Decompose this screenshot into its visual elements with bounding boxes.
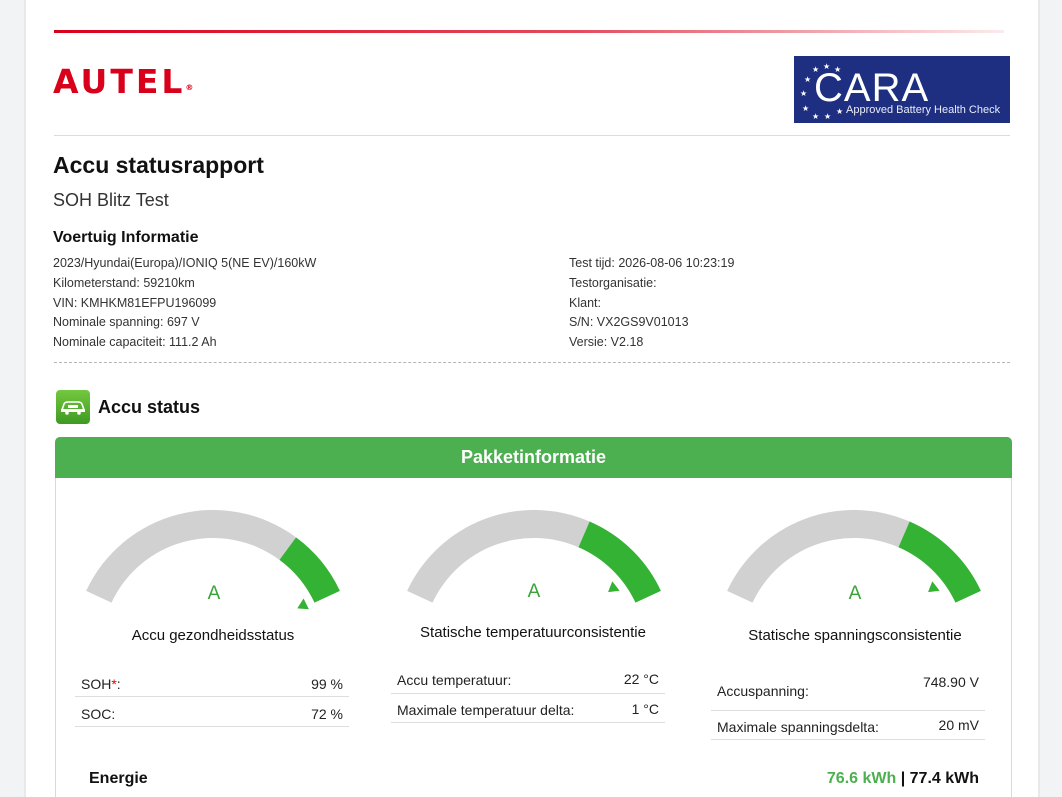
header-divider [54,135,1010,136]
autel-logo: AUTEL® [53,62,193,102]
soc-value: 72 % [311,706,343,722]
header-accent-line [54,30,1004,33]
voltage-table: Accuspanning: 748.90 V Maximale spanning… [711,670,985,740]
svg-text:★: ★ [804,75,811,84]
svg-text:★: ★ [823,62,830,71]
gauge-fill [578,521,661,603]
svg-text:★: ★ [802,104,809,113]
health-table: SOH*: 99 % SOC: 72 % [75,668,349,727]
svg-text:★: ★ [800,89,807,98]
soh-key: SOH [81,676,112,692]
vehicle-model: 2023/Hyundai(Europa)/IONIQ 5(NE EV)/160k… [53,256,317,270]
battery-voltage-label: Accuspanning: [717,683,809,699]
table-row: Maximale temperatuur delta: 1 °C [391,694,665,723]
gauge-pointer [608,581,620,593]
energy-total: 77.4 kWh [909,770,979,787]
temperature-table: Accu temperatuur: 22 °C Maximale tempera… [391,664,665,723]
vehicle-mileage: Kilometerstand: 59210km [53,275,195,290]
gauge-track [407,510,590,603]
temperature-gauge [407,510,661,603]
gauge-track [727,510,910,603]
registered-mark: ® [185,83,194,92]
soh-asterisk: * [111,676,117,692]
customer: Klant: [569,295,601,310]
table-row: SOC: 72 % [75,697,349,727]
gauge-pointer [297,598,309,610]
package-info-header: Pakketinformatie [55,437,1012,478]
svg-text:★: ★ [812,65,819,74]
voltage-gauge [727,510,981,603]
svg-text:★: ★ [824,112,831,121]
autel-logo-text: AUTEL [53,62,186,101]
energy-values: 76.6 kWh | 77.4 kWh [827,770,979,788]
health-grade: A [207,583,221,604]
voltage-gauge-label: Statische spanningsconsistentie [748,627,962,644]
temperature-grade: A [527,581,541,602]
temperature-gauge-label: Statische temperatuurconsistentie [420,624,646,641]
max-temperature-delta-label: Maximale temperatuur delta: [397,702,575,718]
max-voltage-delta-label: Maximale spanningsdelta: [717,719,879,735]
soh-value: 99 % [311,676,343,692]
energy-current: 76.6 kWh [826,770,897,787]
svg-text:★: ★ [812,112,819,121]
car-glyph-icon [60,401,86,415]
report-title: Accu statusrapport [53,152,264,178]
health-gauge-label: Accu gezondheidsstatus [131,627,295,644]
vehicle-info-right: Test tijd: 2026-08-06 10:23:19 Testorgan… [569,254,734,353]
table-row: Accuspanning: 748.90 V [711,670,985,711]
table-row: Accu temperatuur: 22 °C [391,664,665,694]
soh-label: SOH*: [81,676,121,692]
nominal-capacity: Nominale capaciteit: 111.2 Ah [53,335,217,350]
max-temperature-delta-value: 1 °C [631,701,659,717]
battery-voltage-value: 748.90 V [922,674,979,690]
battery-temperature-value: 22 °C [623,671,659,687]
soc-label: SOC: [81,706,116,722]
vehicle-vin: VIN: KMHKM81EFPU196099 [53,295,217,310]
max-voltage-delta-value: 20 mV [938,717,979,733]
table-row: SOH*: 99 % [75,668,349,697]
energy-separator: | [900,770,906,787]
nominal-voltage: Nominale spanning: 697 V [53,315,200,330]
vehicle-info-left: 2023/Hyundai(Europa)/IONIQ 5(NE EV)/160k… [53,254,316,353]
cara-badge: ★ ★ ★ ★ ★ ★ ★ ★ ★ CARA Approved Battery … [794,56,1010,123]
battery-temperature-label: Accu temperatuur: [397,672,512,688]
vehicle-info-heading: Voertuig Informatie [53,229,199,246]
gauge-fill [279,537,340,603]
gauge-fill [898,521,981,603]
test-organisation: Testorganisatie: [569,275,657,290]
software-version: Versie: V2.18 [569,335,644,350]
report-sheet: AUTEL® ★ ★ ★ ★ ★ ★ ★ ★ ★ CARA Approved B… [24,0,1040,797]
svg-text:★: ★ [836,107,843,116]
cara-tagline: Approved Battery Health Check [846,104,1001,116]
svg-text:★: ★ [834,65,841,74]
stars-icon: ★ ★ ★ ★ ★ ★ ★ ★ ★ [800,62,843,121]
report-subtitle: SOH Blitz Test [53,190,169,210]
soh-colon: : [116,676,121,692]
serial-number: S/N: VX2GS9V01013 [569,315,689,330]
table-row: Maximale spanningsdelta: 20 mV [711,711,985,740]
test-time: Test tijd: 2026-08-06 10:23:19 [569,256,735,270]
package-info-panel: Pakketinformatie [55,437,1012,797]
voltage-grade: A [848,583,862,604]
energy-label: Energie [89,770,148,787]
gauge-track [86,510,297,603]
health-gauge [86,510,340,610]
section-divider [54,362,1010,363]
cara-wordmark: CARA [814,66,930,110]
accu-status-title: Accu status [98,397,201,417]
battery-car-icon [56,390,90,424]
gauge-pointer [928,581,940,593]
